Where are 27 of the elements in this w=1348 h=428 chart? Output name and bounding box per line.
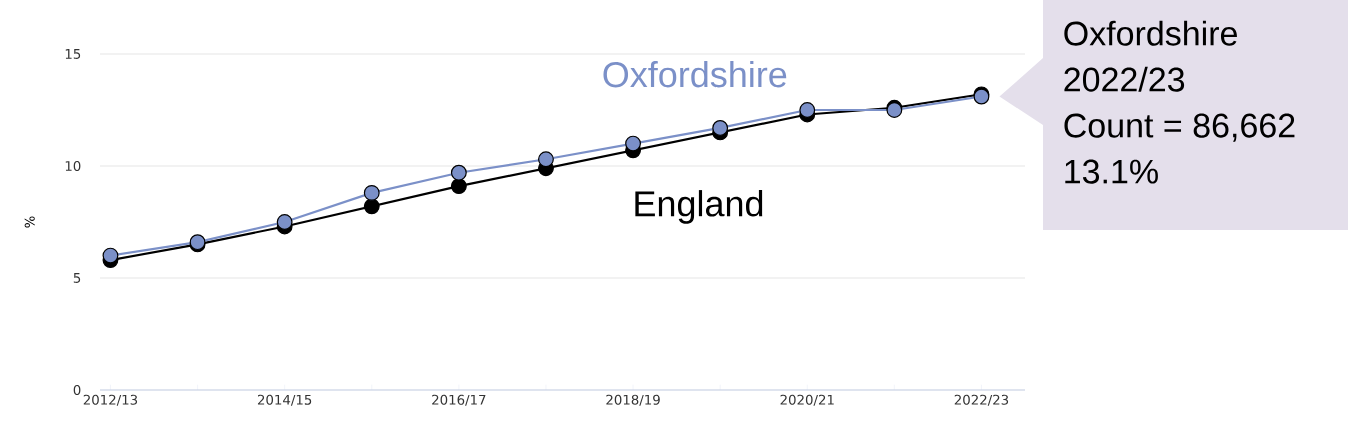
point: [450, 164, 467, 181]
series-label: Oxfordshire: [603, 60, 787, 88]
point: [712, 119, 729, 136]
y-tick-label: 10: [65, 160, 81, 172]
point: [538, 151, 554, 168]
x-tick-label: 2022/23: [954, 394, 1009, 406]
x-tick-label: 2014/15: [257, 394, 312, 406]
point: [799, 102, 816, 118]
text: 13.1%: [1065, 159, 1158, 184]
x-tick-label: 2012/13: [83, 394, 138, 406]
point: [102, 247, 119, 264]
point: [625, 135, 641, 152]
point: [363, 184, 380, 201]
series-label: England: [635, 190, 763, 224]
x-tick-label: 2020/21: [780, 394, 834, 406]
text: Count = 86,662: [1064, 113, 1295, 142]
x-tick-label: 2016/17: [432, 394, 486, 406]
y-tick-label: 15: [65, 49, 81, 59]
annotation: Oxfordshire: [1064, 20, 1237, 46]
y-axis-title: %: [24, 216, 35, 228]
point: [450, 178, 467, 195]
x-tick-label: 2018/19: [606, 394, 660, 406]
text: 2022/23: [1064, 66, 1185, 92]
point: [363, 198, 380, 215]
point: [276, 214, 293, 230]
y-tick-label: 5: [73, 273, 81, 283]
y-tick-label: 0: [73, 384, 81, 396]
